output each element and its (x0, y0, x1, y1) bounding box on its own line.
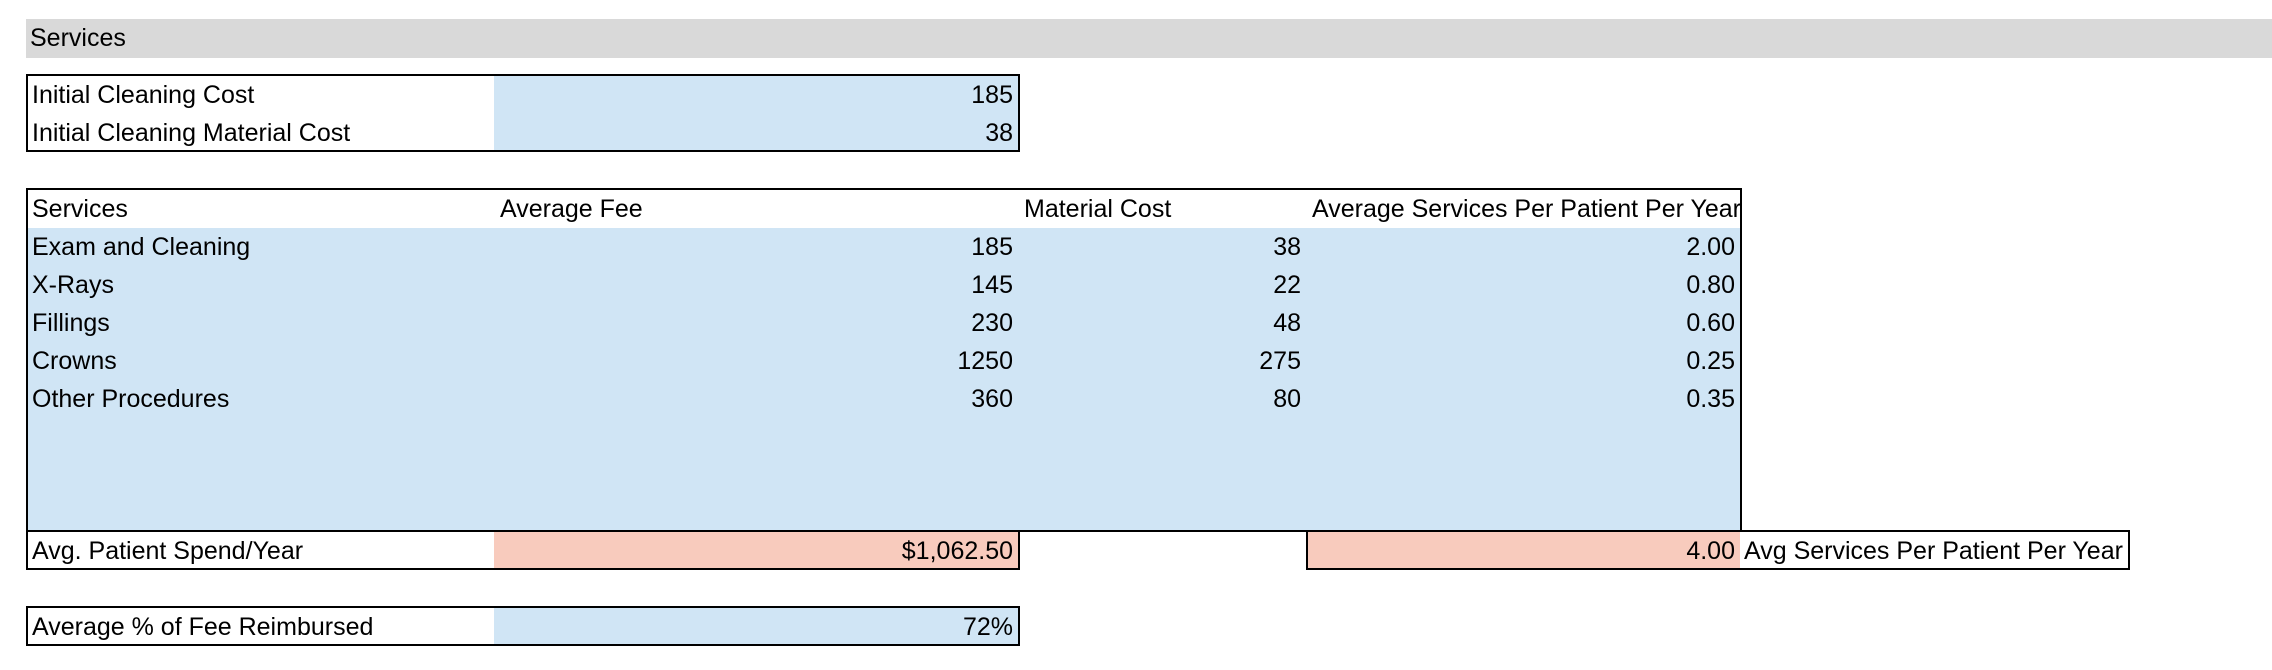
avg-patient-spend-label: Avg. Patient Spend/Year (32, 537, 304, 565)
service-name[interactable]: Fillings (32, 309, 110, 337)
reimbursement-label: Average % of Fee Reimbursed (32, 613, 374, 641)
service-per-year[interactable]: 0.35 (1686, 385, 1735, 413)
service-material-cost[interactable]: 38 (1273, 233, 1301, 261)
service-per-year[interactable]: 0.80 (1686, 271, 1735, 299)
service-material-cost[interactable]: 22 (1273, 271, 1301, 299)
service-fee[interactable]: 1250 (957, 347, 1013, 375)
service-material-cost[interactable]: 48 (1273, 309, 1301, 337)
avg-services-value[interactable]: 4.00 (1308, 532, 1740, 570)
service-name[interactable]: Crowns (32, 347, 117, 375)
services-header-material: Material Cost (1024, 195, 1172, 223)
avg-services-label: Avg Services Per Patient Per Year (1744, 537, 2123, 565)
service-per-year[interactable]: 0.25 (1686, 347, 1735, 375)
service-name[interactable]: X-Rays (32, 271, 114, 299)
service-name[interactable]: Other Procedures (32, 385, 230, 413)
services-header-fee: Average Fee (500, 195, 643, 223)
services-input-area (28, 228, 1740, 530)
initial-cleaning-cost-label: Initial Cleaning Cost (32, 81, 255, 109)
service-fee[interactable]: 145 (971, 271, 1013, 299)
service-fee[interactable]: 185 (971, 233, 1013, 261)
service-fee[interactable]: 360 (971, 385, 1013, 413)
service-per-year[interactable]: 2.00 (1686, 233, 1735, 261)
sheet-header[interactable]: Services (26, 19, 2272, 58)
service-material-cost[interactable]: 80 (1273, 385, 1301, 413)
reimbursement-value[interactable]: 72% (494, 608, 1018, 646)
service-fee[interactable]: 230 (971, 309, 1013, 337)
sheet-header-title: Services (30, 24, 126, 52)
service-material-cost[interactable]: 275 (1259, 347, 1301, 375)
service-name[interactable]: Exam and Cleaning (32, 233, 251, 261)
initial-cleaning-cost-value[interactable]: 185 (494, 76, 1018, 114)
avg-patient-spend-value[interactable]: $1,062.50 (494, 532, 1018, 570)
services-header-service: Services (32, 195, 128, 223)
service-per-year[interactable]: 0.60 (1686, 309, 1735, 337)
services-header-per-year: Average Services Per Patient Per Year (1312, 195, 1740, 223)
initial-cleaning-material-value[interactable]: 38 (494, 114, 1018, 152)
initial-cleaning-material-label: Initial Cleaning Material Cost (32, 119, 351, 147)
